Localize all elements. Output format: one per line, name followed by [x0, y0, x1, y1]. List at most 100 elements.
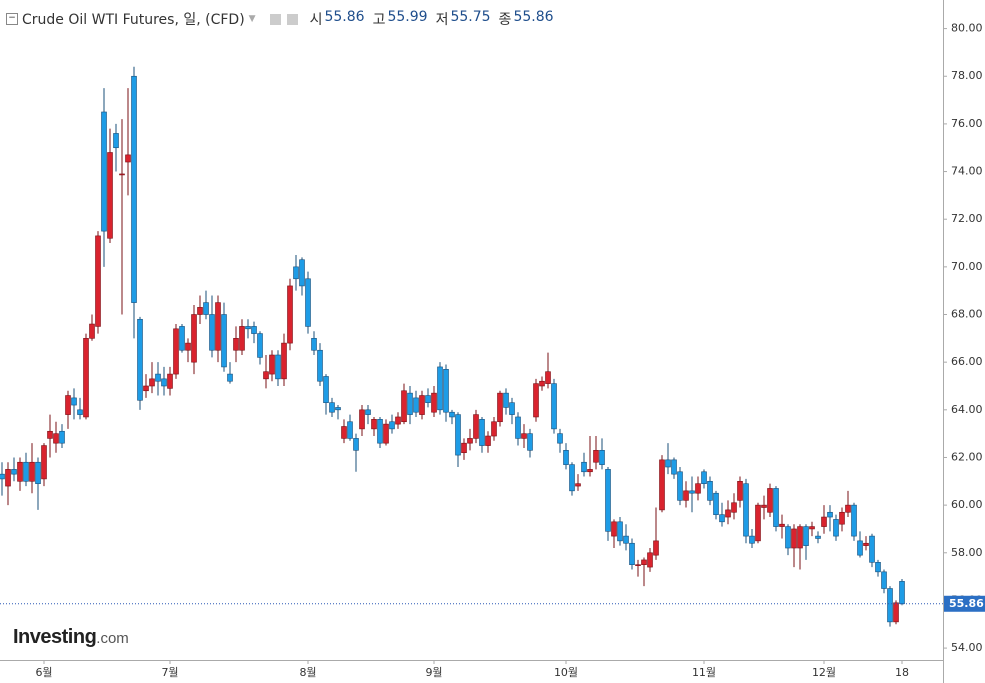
candle-body — [449, 411, 455, 418]
x-tick-label: 6월 — [35, 666, 52, 679]
y-tick-label: 64.00 — [951, 403, 983, 416]
logo-name: Investing — [13, 626, 97, 648]
candle-body — [419, 395, 425, 415]
candle-body — [467, 438, 473, 444]
candle-body — [701, 471, 707, 484]
candle-body — [413, 397, 419, 413]
candle-body — [527, 433, 533, 451]
y-tick-label: 60.00 — [951, 498, 983, 511]
settings-icon[interactable] — [269, 13, 281, 25]
candle-body — [47, 430, 53, 439]
candle-body — [23, 461, 29, 482]
ohlc-value: 55.75 — [450, 9, 491, 25]
candle-body — [359, 409, 365, 430]
candle-body — [611, 521, 617, 537]
y-tick-label: 74.00 — [951, 165, 983, 178]
candle-body — [887, 588, 893, 623]
candle-body — [341, 426, 347, 439]
candle-body — [713, 492, 719, 515]
candle-body — [545, 371, 551, 384]
candle-body — [425, 395, 431, 403]
candle-body — [605, 469, 611, 532]
candle-body — [677, 471, 683, 501]
ohlc-info: 시 55.86 고 55.99 저 55.75 종 55.86 — [310, 9, 560, 29]
candle-body — [743, 483, 749, 537]
candle-body — [569, 464, 575, 492]
candle-body — [71, 397, 77, 406]
candle-body — [329, 402, 335, 413]
candle-body — [635, 564, 641, 566]
candle-body — [167, 373, 173, 389]
y-tick-label: 78.00 — [951, 69, 983, 82]
candle-body — [617, 521, 623, 542]
ohlc-value: 55.86 — [513, 9, 554, 25]
candle-body — [791, 528, 797, 549]
candle-body — [485, 435, 491, 446]
x-tick-label: 10월 — [554, 666, 578, 679]
candle-body — [335, 407, 341, 411]
candle-body — [431, 392, 437, 413]
candle-body — [83, 338, 89, 418]
candle-body — [581, 461, 587, 473]
candle-body — [323, 376, 329, 403]
plot-area — [0, 0, 943, 660]
candle-body — [533, 383, 539, 418]
candle-body — [845, 504, 851, 513]
candle-body — [113, 133, 119, 149]
collapse-icon[interactable]: − — [6, 13, 18, 25]
candle-body — [209, 314, 215, 351]
candle-body — [257, 333, 263, 358]
candle-body — [521, 433, 527, 439]
candle-body — [755, 504, 761, 542]
candle-body — [347, 421, 353, 439]
candle-body — [173, 328, 179, 375]
candle-body — [125, 154, 131, 163]
candle-body — [821, 516, 827, 527]
candle-body — [143, 385, 149, 392]
x-tick-label: 18 — [895, 666, 909, 679]
x-tick-label: 8월 — [299, 666, 316, 679]
current-price-label: 55.86 — [949, 597, 984, 610]
x-tick-label: 12월 — [812, 666, 836, 679]
y-tick-label: 80.00 — [951, 22, 983, 35]
logo-suffix: .com — [96, 630, 129, 647]
candle-body — [497, 392, 503, 423]
settings-icon[interactable] — [286, 13, 298, 25]
candle-body — [263, 371, 269, 380]
candle-body — [515, 416, 521, 439]
candle-body — [191, 314, 197, 363]
candle-body — [725, 509, 731, 518]
x-tick-label: 7월 — [161, 666, 178, 679]
candle-body — [587, 469, 593, 473]
candle-body — [833, 519, 839, 537]
candle-body — [557, 433, 563, 444]
candle-body — [599, 450, 605, 465]
ohlc-value: 55.99 — [387, 9, 428, 25]
candle-body — [17, 461, 23, 482]
candle-body — [641, 559, 647, 565]
dropdown-icon[interactable]: ▼ — [248, 14, 256, 24]
candle-body — [653, 540, 659, 556]
candle-body — [659, 459, 665, 511]
candle-body — [479, 419, 485, 446]
y-tick-label: 70.00 — [951, 260, 983, 273]
candle-body — [593, 450, 599, 463]
candle-body — [287, 285, 293, 344]
candle-body — [293, 266, 299, 280]
candle-body — [629, 542, 635, 565]
candle-body — [839, 511, 845, 525]
candle-body — [803, 526, 809, 546]
candle-body — [299, 259, 305, 287]
candle-body — [305, 278, 311, 327]
candle-body — [65, 395, 71, 415]
candle-body — [689, 490, 695, 494]
candle-body — [767, 488, 773, 513]
candle-body — [671, 459, 677, 475]
candle-body — [233, 338, 239, 351]
candle-body — [149, 378, 155, 387]
candle-body — [719, 514, 725, 523]
candle-body — [395, 416, 401, 425]
candle-body — [197, 307, 203, 315]
candle-body — [503, 392, 509, 408]
